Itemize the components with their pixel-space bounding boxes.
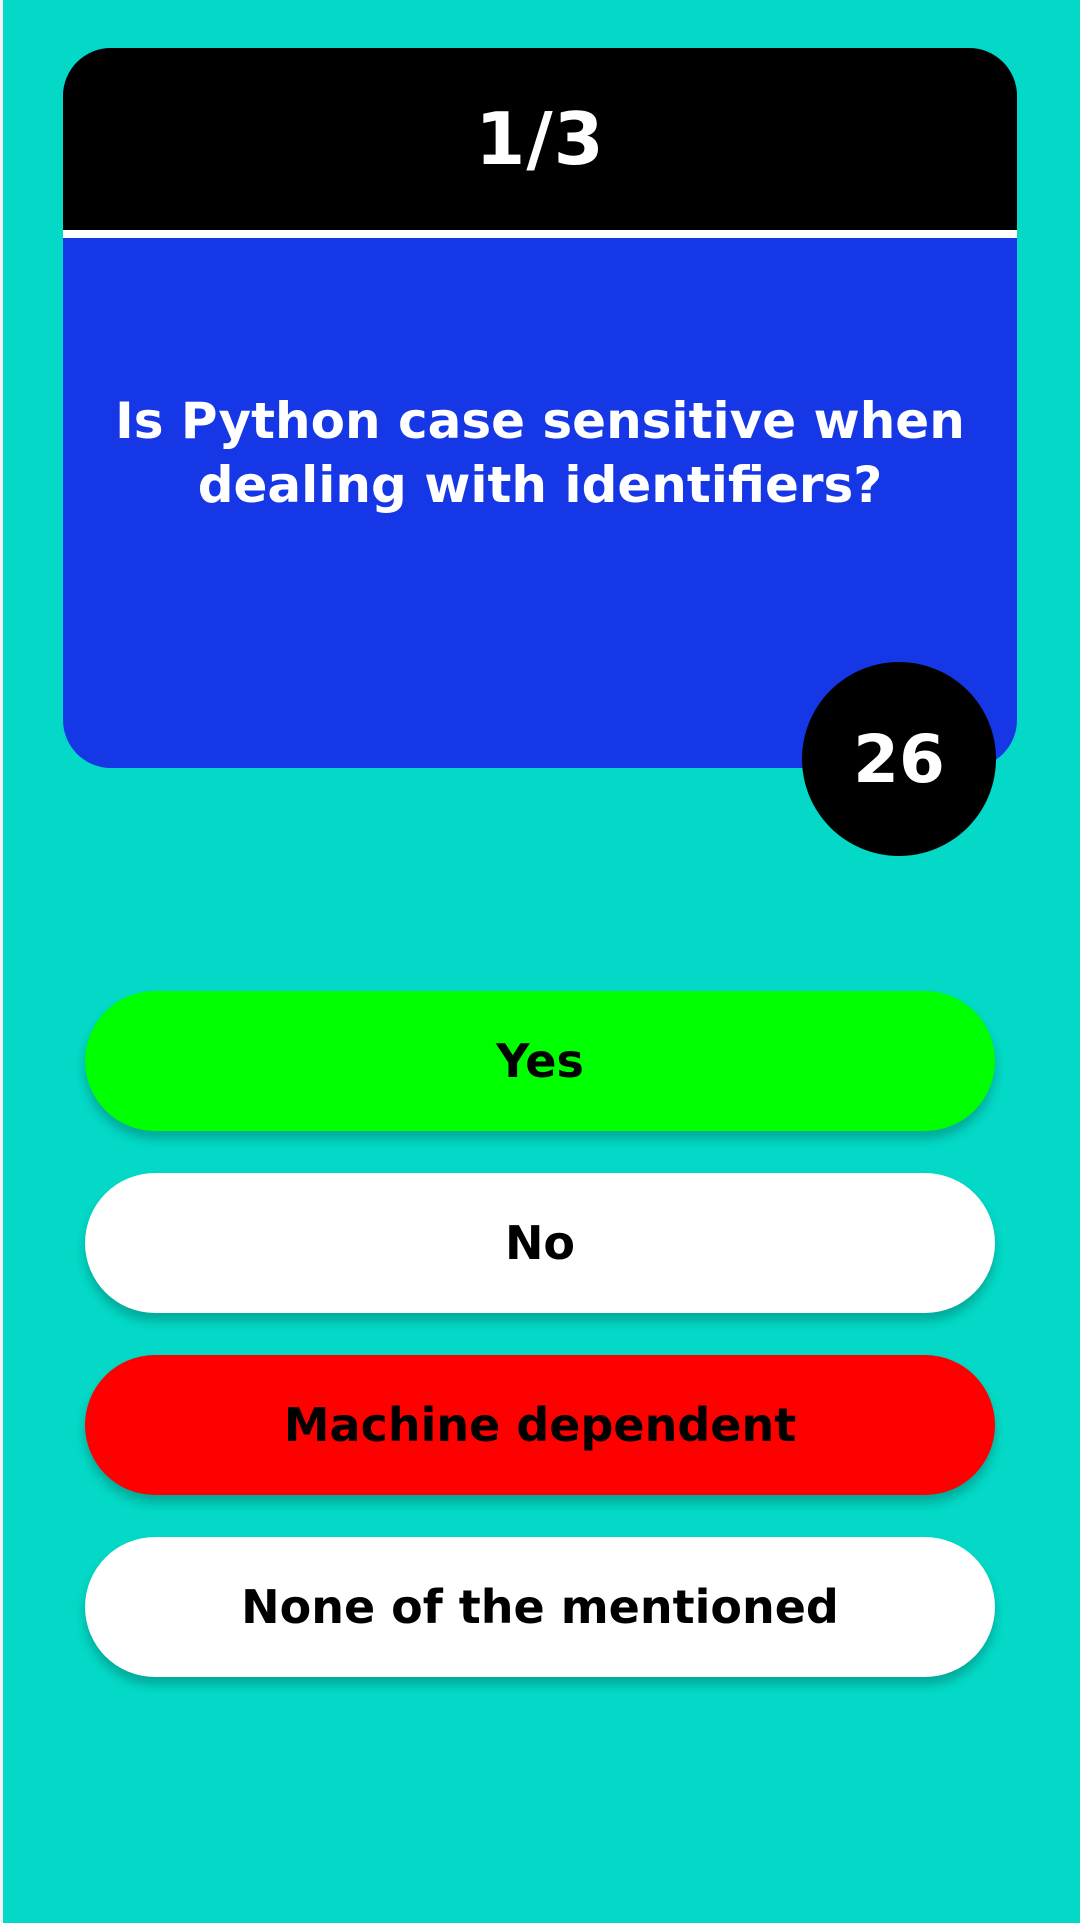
answer-option-no[interactable]: No [85, 1173, 995, 1313]
countdown-timer: 26 [802, 662, 996, 856]
screen-edge [0, 0, 3, 1923]
answer-option-none-of-the-mentioned[interactable]: None of the mentioned [85, 1537, 995, 1677]
answer-label: None of the mentioned [241, 1580, 839, 1634]
question-card: 1/3 Is Python case sensitive when dealin… [63, 48, 1017, 768]
card-header-extension [63, 182, 1017, 230]
card-header [63, 48, 1017, 182]
answer-option-yes[interactable]: Yes [85, 991, 995, 1131]
header-divider [63, 230, 1017, 238]
answer-label: Yes [496, 1034, 584, 1088]
answer-label: No [504, 1216, 576, 1270]
question-progress: 1/3 [475, 97, 605, 181]
answer-label: Machine dependent [283, 1398, 797, 1452]
question-text: Is Python case sensitive when dealing wi… [115, 392, 965, 514]
answer-option-machine-dependent[interactable]: Machine dependent [85, 1355, 995, 1495]
